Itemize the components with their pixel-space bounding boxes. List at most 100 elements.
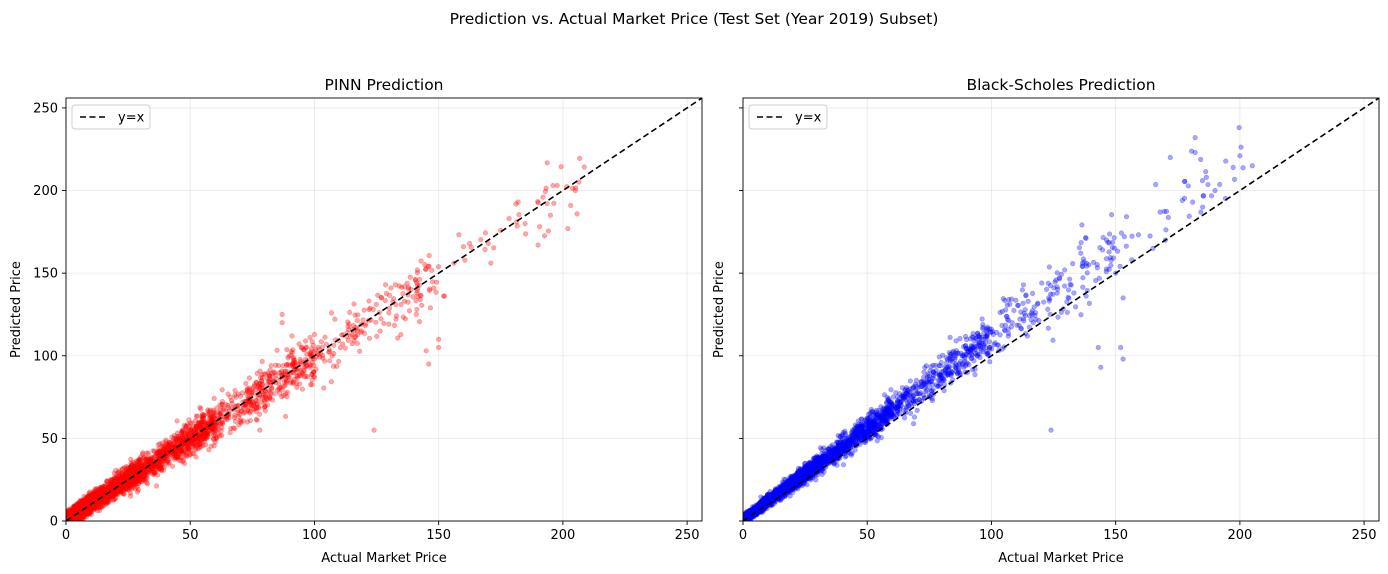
scatter-point <box>545 228 551 234</box>
scatter-point <box>69 511 75 517</box>
scatter-point <box>462 257 468 263</box>
scatter-point <box>228 425 234 432</box>
scatter-point <box>85 500 91 507</box>
scatter-point <box>311 331 317 338</box>
scatter-point <box>150 448 156 454</box>
scatter-point <box>522 231 529 237</box>
scatter-point <box>86 500 92 506</box>
scatter-point <box>127 490 133 496</box>
scatter-point <box>79 501 85 508</box>
scatter-point <box>74 507 80 513</box>
scatter-point <box>70 508 76 515</box>
x-tick-label: 50 <box>182 528 199 543</box>
scatter-point <box>87 496 93 502</box>
scatter-point <box>88 498 94 504</box>
scatter-point <box>547 212 554 218</box>
scatter-point <box>66 511 70 517</box>
series-points-0 <box>66 155 587 521</box>
scatter-point <box>76 503 82 509</box>
scatter-point <box>79 501 85 507</box>
scatter-point <box>85 494 91 500</box>
scatter-point <box>71 503 77 509</box>
scatter-point <box>309 339 315 345</box>
scatter-point <box>568 202 574 209</box>
scatter-point <box>70 504 76 510</box>
scatter-point <box>436 344 442 351</box>
scatter-point <box>66 513 71 519</box>
scatter-point <box>250 402 256 408</box>
scatter-point <box>328 310 335 316</box>
scatter-point <box>68 511 74 517</box>
scatter-point <box>186 417 192 423</box>
scatter-point <box>243 391 250 397</box>
scatter-point <box>243 380 249 387</box>
scatter-point <box>134 489 141 495</box>
scatter-point <box>116 489 122 495</box>
scatter-point <box>83 500 89 506</box>
scatter-point <box>111 470 117 476</box>
scatter-point <box>366 335 373 341</box>
scatter-point <box>77 506 83 512</box>
scatter-point <box>355 312 361 318</box>
scatter-point <box>374 333 380 339</box>
scatter-point <box>467 240 473 247</box>
scatter-point <box>535 200 541 206</box>
scatter-point <box>419 302 425 308</box>
scatter-point <box>297 356 303 363</box>
scatter-point <box>81 512 87 518</box>
scatter-point <box>265 370 271 376</box>
scatter-point <box>433 289 439 295</box>
scatter-point <box>68 509 75 516</box>
scatter-point <box>87 497 93 503</box>
scatter-point <box>71 507 78 513</box>
scatter-point <box>550 182 556 189</box>
scatter-point <box>67 510 73 516</box>
scatter-point <box>194 413 200 419</box>
scatter-point <box>71 506 77 512</box>
scatter-point <box>68 509 74 515</box>
scatter-point <box>83 500 89 506</box>
scatter-point <box>74 517 80 521</box>
scatter-point <box>71 508 77 514</box>
scatter-point <box>357 348 363 354</box>
scatter-point <box>410 294 416 300</box>
scatter-point <box>94 507 100 514</box>
scatter-point <box>74 517 80 521</box>
scatter-point <box>244 386 250 392</box>
scatter-point <box>516 212 522 218</box>
scatter-point <box>88 506 94 512</box>
scatter-point <box>88 496 94 502</box>
scatter-point <box>66 509 73 515</box>
scatter-point <box>84 500 90 507</box>
scatter-point <box>211 395 217 401</box>
scatter-point <box>71 508 78 515</box>
scatter-point <box>301 374 308 380</box>
scatter-point <box>66 510 71 516</box>
scatter-point <box>69 517 75 521</box>
scatter-point <box>195 445 201 452</box>
scatter-point <box>267 395 273 401</box>
scatter-point <box>66 512 70 518</box>
scatter-point <box>78 504 84 510</box>
scatter-point <box>89 493 95 499</box>
scatter-point <box>87 509 93 515</box>
scatter-point <box>460 244 467 250</box>
scatter-point <box>251 406 257 413</box>
scatter-point <box>77 504 83 510</box>
scatter-point <box>358 328 364 334</box>
x-tick-label: 150 <box>426 528 451 543</box>
scatter-point <box>78 504 84 510</box>
scatter-point <box>85 499 91 505</box>
scatter-point <box>73 507 79 513</box>
scatter-point <box>81 511 87 517</box>
scatter-point <box>220 406 226 413</box>
scatter-point <box>70 509 77 515</box>
scatter-point <box>87 494 93 501</box>
scatter-point <box>73 506 79 512</box>
scatter-point <box>259 395 266 401</box>
scatter-point <box>386 305 393 311</box>
scatter-point <box>237 419 243 425</box>
scatter-point <box>84 499 90 506</box>
scatter-point <box>87 497 94 503</box>
